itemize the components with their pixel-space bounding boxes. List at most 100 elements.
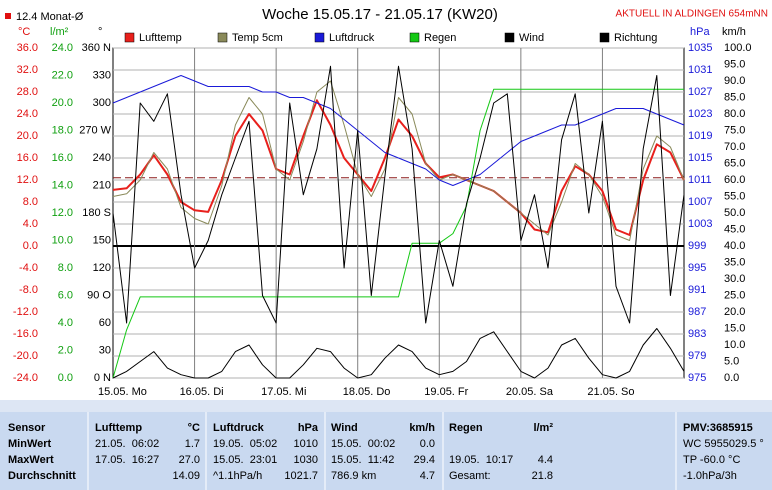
tick-label: 1007 — [688, 196, 712, 208]
tick-label: 30.0 — [724, 273, 745, 285]
tick-label: -16.0 — [13, 328, 38, 340]
tick-label: 20.0 — [17, 130, 38, 142]
tick-label: 270 W — [79, 124, 111, 136]
table-cell: Gesamt: — [449, 470, 491, 482]
legend-label: Regen — [424, 32, 456, 44]
tick-label: 30 — [99, 344, 111, 356]
table-cell: 1030 — [294, 454, 318, 466]
legend-label: Richtung — [614, 32, 657, 44]
table-cell: ^1.1hPa/h — [213, 470, 262, 482]
tick-label: 70.0 — [724, 141, 745, 153]
table-cell: 4.4 — [538, 454, 553, 466]
x-tick-label: 17.05. Mi — [261, 386, 306, 398]
tick-label: -12.0 — [13, 306, 38, 318]
x-tick-label: 16.05. Di — [180, 386, 224, 398]
tick-label: 60 — [99, 317, 111, 329]
tick-label: 10.0 — [52, 234, 73, 246]
table-cell: WC 5955029.5 ° — [683, 438, 764, 450]
table-header: PMV:3685915 — [683, 422, 753, 434]
tick-label: 22.0 — [52, 69, 73, 81]
tick-label: 28.0 — [17, 86, 38, 98]
table-cell: 17.05. 16:27 — [95, 454, 159, 466]
tick-label: 45.0 — [724, 223, 745, 235]
tick-label: -8.0 — [19, 284, 38, 296]
tick-label: 1027 — [688, 86, 712, 98]
unit: l/m² — [50, 26, 69, 38]
tick-label: 14.0 — [52, 179, 73, 191]
tick-label: 65.0 — [724, 157, 745, 169]
series-line — [112, 75, 685, 186]
tick-label: 10.0 — [724, 339, 745, 351]
station: AKTUELL IN ALDINGEN 654mNN — [616, 9, 768, 20]
tick-label: 36.0 — [17, 42, 38, 54]
table-cell: 21.8 — [532, 470, 553, 482]
tick-label: 20.0 — [724, 306, 745, 318]
month-avg-label: 12.4 Monat-Ø — [16, 11, 84, 23]
tick-label: -4.0 — [19, 262, 38, 274]
tick-label: 983 — [688, 328, 706, 340]
legend-marker — [314, 32, 325, 43]
tick-label: 995 — [688, 262, 706, 274]
tick-label: 999 — [688, 240, 706, 252]
table-header: Sensor — [8, 422, 46, 434]
table-header: Wind — [331, 422, 358, 434]
tick-label: 360 N — [82, 42, 111, 54]
table-cell: 27.0 — [179, 454, 200, 466]
tick-label: 330 — [93, 69, 111, 81]
table-cell: 15.05. 11:42 — [331, 454, 394, 466]
tick-label: 0.0 — [724, 372, 739, 384]
unit: km/h — [722, 26, 746, 38]
tick-label: 5.0 — [724, 355, 739, 367]
tick-label: 16.0 — [17, 152, 38, 164]
table-cell: 1021.7 — [284, 470, 318, 482]
tick-label: 6.0 — [58, 289, 73, 301]
tick-label: 4.0 — [23, 218, 38, 230]
tick-label: 100.0 — [724, 42, 752, 54]
tick-label: 0.0 — [58, 372, 73, 384]
table-cell: 14.09 — [172, 470, 200, 482]
table-cell: -1.0hPa/3h — [683, 470, 737, 482]
series-line — [112, 80, 685, 241]
legend-label: Luftdruck — [329, 32, 375, 44]
tick-label: 90.0 — [724, 75, 745, 87]
table-cell: 786.9 km — [331, 470, 376, 482]
series-line — [112, 65, 685, 324]
unit: hPa — [690, 26, 710, 38]
legend-label: Temp 5cm — [232, 32, 283, 44]
tick-label: 25.0 — [724, 289, 745, 301]
tick-label: 1031 — [688, 64, 712, 76]
tick-label: 0 N — [94, 372, 111, 384]
table-cell: 4.7 — [420, 470, 435, 482]
x-tick-label: 19.05. Fr — [424, 386, 468, 398]
x-tick-label: 18.05. Do — [343, 386, 391, 398]
table-cell: 0.0 — [420, 438, 435, 450]
table-bg — [0, 400, 772, 490]
tick-label: 987 — [688, 306, 706, 318]
table-cell: 15.05. 00:02 — [331, 438, 395, 450]
table-cell: MinWert — [8, 438, 52, 450]
tick-label: 1015 — [688, 152, 712, 164]
legend-marker — [409, 32, 420, 43]
table-header: Luftdruck — [213, 422, 265, 434]
legend-label: Lufttemp — [139, 32, 182, 44]
tick-label: 12.0 — [52, 207, 73, 219]
tick-label: 15.0 — [724, 322, 745, 334]
table-cell: 19.05. 10:17 — [449, 454, 513, 466]
tick-label: 180 S — [82, 207, 111, 219]
legend-marker — [504, 32, 515, 43]
x-tick-label: 21.05. So — [587, 386, 634, 398]
tick-label: 1003 — [688, 218, 712, 230]
x-tick-label: 15.05. Mo — [98, 386, 147, 398]
tick-label: 50.0 — [724, 207, 745, 219]
tick-label: 55.0 — [724, 190, 745, 202]
tick-label: 75.0 — [724, 124, 745, 136]
series-line — [112, 328, 685, 379]
tick-label: 8.0 — [23, 196, 38, 208]
tick-label: -24.0 — [13, 372, 38, 384]
table-header: hPa — [298, 422, 319, 434]
table-cell: TP -60.0 °C — [683, 454, 740, 466]
tick-label: 20.0 — [52, 97, 73, 109]
tick-label: 85.0 — [724, 91, 745, 103]
tick-label: 1035 — [688, 42, 712, 54]
tick-label: 1023 — [688, 108, 712, 120]
